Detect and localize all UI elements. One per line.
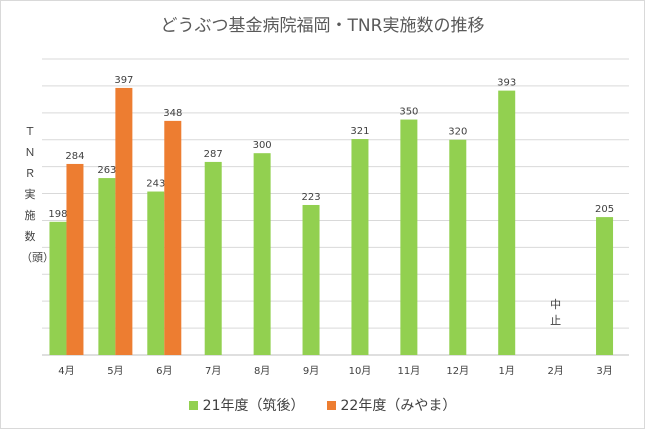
- x-tick-label: 11月: [398, 365, 421, 377]
- data-label: 320: [448, 127, 467, 138]
- annotation-suspended: 中止: [550, 298, 562, 327]
- data-label: 263: [97, 165, 116, 176]
- data-label: 397: [114, 75, 133, 86]
- legend-item-22: 22年度（みやま）: [326, 395, 457, 415]
- data-label: 243: [146, 179, 165, 190]
- data-label: 223: [301, 192, 320, 203]
- bar-21: [302, 204, 320, 355]
- bar-21: [449, 139, 467, 355]
- x-tick-label: 5月: [107, 365, 123, 377]
- x-tick-label: 7月: [205, 365, 221, 377]
- bar-21: [498, 90, 516, 356]
- x-tick-label: 2月: [547, 365, 563, 377]
- x-tick-label: 4月: [58, 365, 74, 377]
- data-label: 284: [65, 151, 84, 162]
- data-label: 205: [595, 204, 614, 215]
- data-label: 393: [497, 78, 516, 89]
- data-label: 300: [253, 140, 272, 151]
- legend-label-22: 22年度（みやま）: [340, 398, 457, 414]
- x-tick-label: 12月: [446, 365, 469, 377]
- data-label: 198: [48, 209, 67, 220]
- x-tick-label: 9月: [303, 365, 319, 377]
- legend-swatch-21: [188, 400, 198, 410]
- x-tick-label: 1月: [499, 365, 515, 377]
- x-tick-label: 6月: [156, 365, 172, 377]
- bar-22: [115, 87, 133, 355]
- bar-21: [400, 119, 418, 355]
- data-label: 350: [399, 107, 418, 118]
- bar-21: [351, 139, 369, 355]
- data-label: 321: [350, 126, 369, 137]
- data-label: 287: [204, 149, 223, 160]
- x-tick-label: 10月: [349, 365, 372, 377]
- bar-21: [147, 191, 165, 355]
- bar-21: [98, 178, 116, 355]
- bar-21: [49, 221, 67, 355]
- legend-label-21: 21年度（筑後）: [202, 398, 305, 414]
- bar-21: [596, 217, 614, 355]
- x-tick-label: 3月: [596, 365, 612, 377]
- bar-21: [204, 161, 222, 355]
- x-tick-label: 8月: [254, 365, 270, 377]
- bar-21: [253, 153, 271, 355]
- bar-22: [66, 163, 84, 355]
- chart-title: どうぶつ基金病院福岡・TNR実施数の推移: [160, 16, 485, 36]
- bar-22: [164, 120, 182, 356]
- data-label: 348: [163, 108, 182, 119]
- legend-swatch-22: [326, 400, 336, 410]
- legend: 21年度（筑後） 22年度（みやま）: [1, 395, 644, 415]
- legend-item-21: 21年度（筑後）: [188, 395, 305, 415]
